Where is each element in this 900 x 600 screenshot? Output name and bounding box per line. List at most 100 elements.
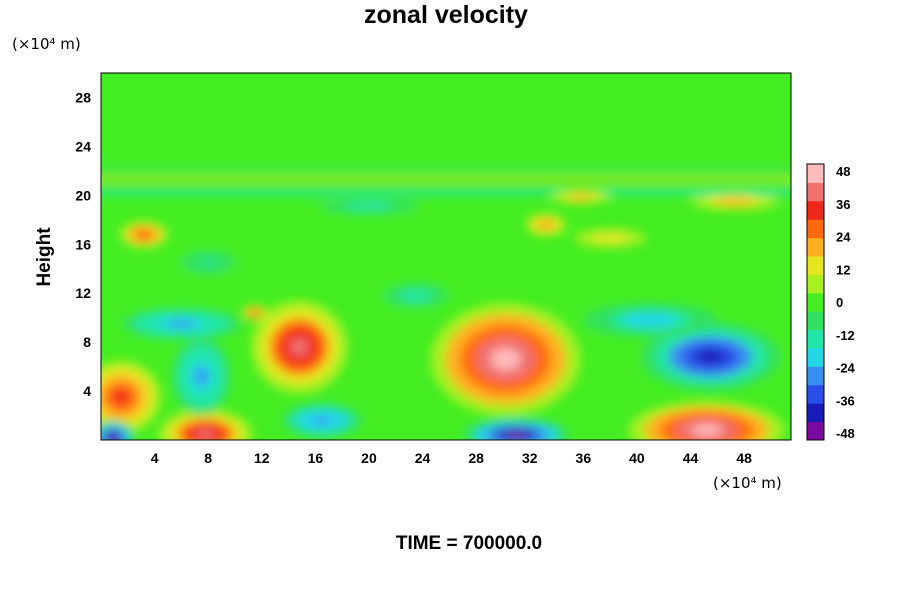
colorbar-segment bbox=[807, 311, 824, 331]
x-tick-label: 32 bbox=[522, 450, 538, 466]
colorbar-tick-label: 36 bbox=[836, 197, 850, 212]
contour-level bbox=[113, 389, 130, 405]
contour-feature bbox=[174, 247, 242, 278]
y-tick-label: 4 bbox=[83, 383, 91, 399]
time-label: TIME = 700000.0 bbox=[396, 533, 542, 554]
contour-feature bbox=[158, 409, 253, 440]
colorbar-segment bbox=[807, 237, 824, 257]
contour-level bbox=[725, 199, 744, 204]
contour-feature bbox=[101, 420, 135, 440]
plot-frame bbox=[100, 72, 792, 441]
contour-feature bbox=[567, 227, 653, 250]
contour-feature bbox=[462, 417, 570, 440]
contour-level bbox=[691, 424, 723, 437]
contour-level bbox=[201, 259, 215, 266]
colorbar-tick-label: -36 bbox=[836, 393, 855, 408]
contour-level bbox=[195, 368, 208, 385]
y-tick-label: 12 bbox=[75, 285, 91, 301]
x-tick-label: 20 bbox=[361, 450, 377, 466]
colorbar-tick-label: 24 bbox=[836, 230, 851, 245]
contour-feature bbox=[308, 196, 430, 217]
y-axis-ticks: 4 8 12 16 20 24 28 bbox=[75, 89, 91, 399]
contour-level bbox=[541, 222, 550, 227]
contour-feature bbox=[690, 192, 779, 211]
contour-feature bbox=[241, 305, 269, 321]
colorbar-segment bbox=[807, 421, 824, 441]
contour-level bbox=[289, 337, 309, 357]
contour-feature bbox=[251, 300, 348, 394]
contour-feature bbox=[281, 403, 363, 438]
colorbar-segment bbox=[807, 164, 824, 183]
colorbar-segment bbox=[807, 366, 824, 386]
colorbar-segment bbox=[807, 403, 824, 423]
y-tick-label: 24 bbox=[75, 138, 91, 154]
y-tick-label: 8 bbox=[83, 334, 91, 350]
contour-feature bbox=[119, 221, 168, 248]
x-tick-label: 24 bbox=[415, 450, 431, 466]
x-axis-ticks: 4 8 12 16 20 24 28 32 36 40 44 48 bbox=[151, 450, 752, 466]
colorbar-segment bbox=[807, 182, 824, 202]
x-tick-label: 12 bbox=[254, 450, 270, 466]
contour-feature bbox=[430, 302, 581, 416]
colorbar-segment bbox=[807, 329, 824, 349]
colorbar-segment bbox=[807, 256, 824, 275]
colorbar bbox=[806, 163, 825, 441]
x-tick-label: 8 bbox=[204, 450, 212, 466]
colorbar-segment bbox=[807, 200, 824, 220]
colorbar-frame bbox=[806, 163, 825, 441]
y-axis-label: Height bbox=[34, 227, 55, 287]
y-tick-label: 20 bbox=[75, 187, 91, 203]
colorbar-segment bbox=[807, 274, 824, 294]
contour-feature bbox=[525, 213, 566, 236]
colorbar-tick-label: 12 bbox=[836, 262, 850, 277]
colorbar-tick-label: -24 bbox=[836, 361, 856, 376]
chart-title: zonal velocity bbox=[364, 1, 528, 29]
colorbar-segment bbox=[807, 219, 824, 239]
contour-feature bbox=[640, 322, 781, 392]
x-tick-label: 40 bbox=[629, 450, 645, 466]
contour-level bbox=[601, 235, 619, 241]
contour-level bbox=[574, 195, 587, 199]
contour-level bbox=[314, 417, 331, 424]
contour-feature bbox=[375, 280, 457, 311]
contour-level bbox=[505, 431, 528, 439]
colorbar-tick-label: 48 bbox=[836, 164, 850, 179]
colorbar-labels: 48 36 24 12 0 -12 -24 -36 -48 bbox=[836, 164, 856, 441]
contour-level bbox=[356, 204, 382, 209]
contour-level bbox=[636, 316, 664, 324]
x-tick-label: 4 bbox=[151, 450, 159, 466]
contour-feature bbox=[549, 189, 612, 204]
colorbar-segment bbox=[807, 292, 824, 312]
contour-feature bbox=[101, 360, 162, 434]
y-tick-label: 28 bbox=[75, 89, 91, 105]
colorbar-tick-label: -48 bbox=[836, 426, 855, 441]
contour-feature bbox=[121, 307, 242, 340]
y-axis-unit: (×10⁴ m) bbox=[12, 35, 81, 53]
contour-level bbox=[139, 231, 149, 238]
x-tick-label: 48 bbox=[736, 450, 752, 466]
contour-level bbox=[407, 292, 424, 299]
contour-feature bbox=[628, 400, 785, 440]
contour-level bbox=[696, 349, 725, 364]
x-tick-label: 44 bbox=[683, 450, 699, 466]
x-tick-label: 28 bbox=[468, 450, 484, 466]
contour-level bbox=[252, 311, 258, 315]
colorbar-tick-label: 0 bbox=[836, 295, 843, 310]
x-tick-label: 16 bbox=[308, 450, 324, 466]
colorbar-tick-label: -12 bbox=[836, 328, 855, 343]
x-axis-unit: (×10⁴ m) bbox=[713, 474, 782, 492]
x-tick-label: 36 bbox=[576, 450, 592, 466]
contour-band bbox=[101, 188, 791, 195]
colorbar-segment bbox=[807, 384, 824, 404]
y-tick-label: 16 bbox=[75, 236, 91, 252]
plot-area bbox=[101, 73, 791, 440]
contour-band bbox=[101, 167, 791, 172]
contour-level bbox=[490, 348, 521, 371]
contour-feature bbox=[583, 302, 718, 338]
contour-band bbox=[101, 177, 791, 181]
contour-level bbox=[108, 434, 118, 440]
contour-level bbox=[169, 320, 194, 327]
contour-feature bbox=[172, 337, 231, 416]
contour-level bbox=[196, 428, 215, 439]
